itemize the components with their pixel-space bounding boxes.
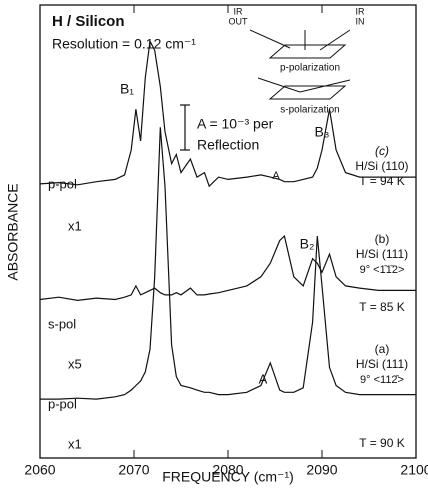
y-axis-label: ABSORBANCE [5,183,21,280]
annotation: 9° <112̄> [360,374,404,386]
annotation: A = 10⁻³ per [197,116,274,132]
x-tick-label: 2080 [212,462,243,478]
x-tick-label: 2060 [24,462,55,478]
annotation: H/Si (110) [355,159,408,173]
annotation: A [272,170,280,182]
annotation: T = 85 K [359,300,404,314]
series-multiplier: x1 [68,218,82,233]
spectrum-line [40,127,416,400]
annotation: s-polarization [280,105,339,116]
annotation: (a) [375,342,390,356]
x-tick-label: 2070 [118,462,149,478]
annotation: T = 90 K [359,436,404,450]
annotation: (c) [375,144,389,158]
annotation: B₁ [120,81,134,97]
annotation: H/Si (111) [356,247,408,261]
schematic [249,29,351,100]
scale-bar [180,104,190,151]
x-tick-label: 2090 [306,462,337,478]
spectrum-line [39,234,416,302]
annotation: B₂ [300,236,315,252]
subtitle: Resolution = 0.12 cm⁻¹ [52,36,196,52]
chart-title: H / Silicon [52,13,125,30]
x-axis-label: FREQUENCY (cm⁻¹) [162,469,294,485]
annotation: T = 94 K [359,174,404,188]
series-multiplier: x5 [68,356,82,371]
series-multiplier: x1 [68,436,82,451]
annotation: B₃ [314,124,329,140]
annotation: H/Si (111) [356,357,408,371]
annotation: p-polarization [280,63,340,74]
annotation: 9° <1̄1̄2> [360,264,405,276]
annotation: IN [356,16,365,26]
series-label: s-pol [48,316,76,331]
annotation: OUT [229,16,249,26]
x-tick-label: 2100 [400,462,428,478]
series-label: p-pol [48,176,77,191]
series-label: p-pol [48,396,77,411]
annotation: Reflection [197,137,259,153]
annotation: (b) [375,232,390,246]
plot-frame [39,4,417,459]
annotation: IR [356,6,366,16]
spectrum-line [39,39,416,188]
annotation: IR [234,6,244,16]
